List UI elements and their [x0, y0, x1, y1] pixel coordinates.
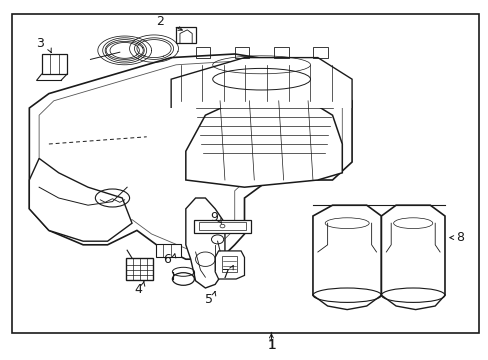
Text: 6: 6	[163, 253, 171, 266]
Polygon shape	[194, 220, 250, 233]
Text: 3: 3	[36, 37, 44, 50]
Text: 8: 8	[455, 231, 463, 244]
Polygon shape	[185, 198, 224, 288]
Polygon shape	[215, 251, 244, 279]
Text: 5: 5	[205, 293, 213, 306]
Text: 1: 1	[267, 339, 275, 352]
Polygon shape	[156, 244, 181, 257]
Polygon shape	[171, 58, 351, 108]
Polygon shape	[29, 54, 351, 259]
Bar	[12, 14, 478, 333]
Text: 9: 9	[210, 211, 218, 224]
Text: 1: 1	[266, 338, 275, 352]
Text: 4: 4	[134, 283, 142, 296]
Text: 7: 7	[222, 268, 230, 281]
Text: 2: 2	[156, 15, 164, 28]
Polygon shape	[312, 205, 381, 295]
Polygon shape	[125, 258, 153, 280]
Polygon shape	[185, 97, 342, 187]
Polygon shape	[381, 205, 444, 295]
Polygon shape	[176, 27, 195, 43]
Polygon shape	[29, 158, 132, 241]
Polygon shape	[41, 54, 67, 74]
